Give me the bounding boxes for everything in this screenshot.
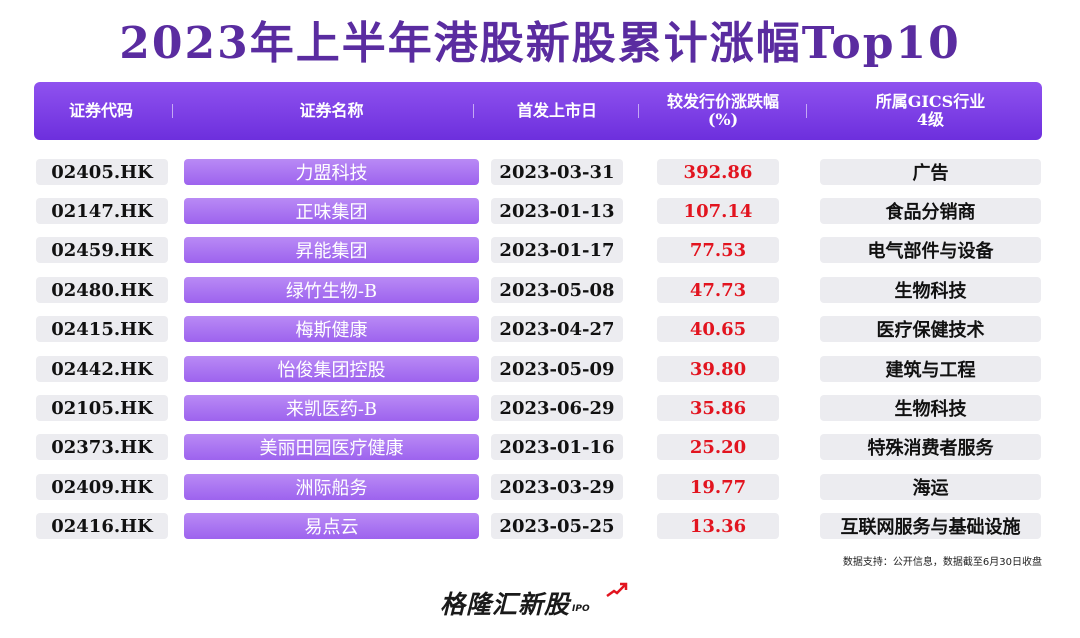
- cell-industry: 医疗保健技术: [820, 316, 1041, 342]
- header-gain: 较发行价涨跌幅 (%): [648, 82, 798, 140]
- table-header: 证券代码 证券名称 首发上市日 较发行价涨跌幅 (%) 所属GICS行业 4级: [34, 82, 1042, 140]
- cell-date: 2023-01-17: [491, 237, 623, 263]
- cell-date: 2023-06-29: [491, 395, 623, 421]
- cell-code: 02480.HK: [36, 277, 168, 303]
- cell-name: 怡俊集团控股: [184, 356, 479, 382]
- data-source-note: 数据支持：公开信息，数据截至6月30日收盘: [842, 557, 1042, 568]
- cell-date: 2023-04-27: [491, 316, 623, 342]
- cell-code: 02415.HK: [36, 316, 168, 342]
- cell-industry: 电气部件与设备: [820, 237, 1041, 263]
- cell-code: 02105.HK: [36, 395, 168, 421]
- header-name: 证券名称: [299, 101, 364, 120]
- cell-date: 2023-03-29: [491, 474, 623, 500]
- header-industry-line1: 所属GICS行业: [875, 92, 986, 111]
- cell-code: 02405.HK: [36, 159, 168, 185]
- header-gain-line1: 较发行价涨跌幅: [666, 92, 779, 111]
- cell-industry: 建筑与工程: [820, 356, 1041, 382]
- cell-name: 正味集团: [184, 198, 479, 224]
- cell-date: 2023-05-09: [491, 356, 623, 382]
- cell-gain: 35.86: [657, 395, 779, 421]
- cell-code: 02147.HK: [36, 198, 168, 224]
- header-industry-line2: 4级: [916, 110, 945, 129]
- table-row: 02416.HK 易点云 2023-05-25 13.36 互联网服务与基础设施: [0, 511, 1080, 541]
- table-row: 02409.HK 洲际船务 2023-03-29 19.77 海运: [0, 472, 1080, 502]
- cell-industry: 广告: [820, 159, 1041, 185]
- cell-name: 美丽田园医疗健康: [184, 434, 479, 460]
- brand-logo: 格隆汇新股 IPO: [440, 582, 628, 622]
- cell-date: 2023-03-31: [491, 159, 623, 185]
- cell-code: 02442.HK: [36, 356, 168, 382]
- cell-industry: 特殊消费者服务: [820, 434, 1041, 460]
- cell-gain: 77.53: [657, 237, 779, 263]
- logo-text: 格隆汇新股: [440, 590, 571, 619]
- cell-name: 洲际船务: [184, 474, 479, 500]
- cell-name: 梅斯健康: [184, 316, 479, 342]
- header-divider: [172, 104, 173, 118]
- logo-ipo-label: IPO: [572, 604, 590, 614]
- cell-code: 02459.HK: [36, 237, 168, 263]
- table-row: 02105.HK 来凯医药-B 2023-06-29 35.86 生物科技: [0, 393, 1080, 423]
- cell-code: 02373.HK: [36, 434, 168, 460]
- cell-date: 2023-05-08: [491, 277, 623, 303]
- table-row: 02480.HK 绿竹生物-B 2023-05-08 47.73 生物科技: [0, 275, 1080, 305]
- header-gain-line2: (%): [707, 110, 739, 129]
- cell-name: 力盟科技: [184, 159, 479, 185]
- cell-gain: 39.80: [657, 356, 779, 382]
- table-row: 02405.HK 力盟科技 2023-03-31 392.86 广告: [0, 157, 1080, 187]
- cell-industry: 食品分销商: [820, 198, 1041, 224]
- table-row: 02415.HK 梅斯健康 2023-04-27 40.65 医疗保健技术: [0, 314, 1080, 344]
- cell-gain: 40.65: [657, 316, 779, 342]
- table-row: 02373.HK 美丽田园医疗健康 2023-01-16 25.20 特殊消费者…: [0, 432, 1080, 462]
- header-divider: [806, 104, 807, 118]
- cell-code: 02416.HK: [36, 513, 168, 539]
- cell-name: 昇能集团: [184, 237, 479, 263]
- header-code: 证券代码: [68, 101, 133, 120]
- cell-gain: 392.86: [657, 159, 779, 185]
- cell-gain: 107.14: [657, 198, 779, 224]
- cell-industry: 生物科技: [820, 395, 1041, 421]
- header-date: 首发上市日: [516, 101, 597, 120]
- cell-code: 02409.HK: [36, 474, 168, 500]
- cell-gain: 13.36: [657, 513, 779, 539]
- cell-date: 2023-01-16: [491, 434, 623, 460]
- cell-name: 绿竹生物-B: [184, 277, 479, 303]
- header-divider: [473, 104, 474, 118]
- table-row: 02459.HK 昇能集团 2023-01-17 77.53 电气部件与设备: [0, 235, 1080, 265]
- header-industry: 所属GICS行业 4级: [820, 82, 1041, 140]
- table-row: 02442.HK 怡俊集团控股 2023-05-09 39.80 建筑与工程: [0, 354, 1080, 384]
- cell-gain: 47.73: [657, 277, 779, 303]
- upward-arrow-icon: [606, 582, 628, 598]
- page-title: 2023年上半年港股新股累计涨幅Top10: [119, 18, 961, 69]
- table-row: 02147.HK 正味集团 2023-01-13 107.14 食品分销商: [0, 196, 1080, 226]
- cell-date: 2023-01-13: [491, 198, 623, 224]
- cell-industry: 海运: [820, 474, 1041, 500]
- cell-date: 2023-05-25: [491, 513, 623, 539]
- cell-industry: 互联网服务与基础设施: [820, 513, 1041, 539]
- cell-industry: 生物科技: [820, 277, 1041, 303]
- cell-name: 来凯医药-B: [184, 395, 479, 421]
- cell-gain: 19.77: [657, 474, 779, 500]
- cell-gain: 25.20: [657, 434, 779, 460]
- cell-name: 易点云: [184, 513, 479, 539]
- header-divider: [638, 104, 639, 118]
